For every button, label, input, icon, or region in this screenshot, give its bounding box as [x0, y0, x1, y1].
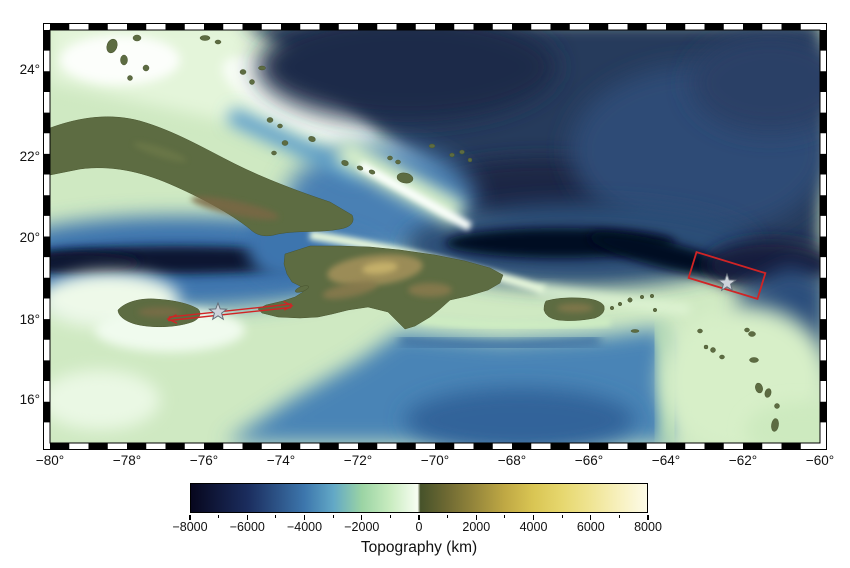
colorbar-tick-label: −4000: [286, 520, 323, 534]
colorbar-tick-label: 8000: [634, 520, 662, 534]
lon-tick-label: −72°: [343, 453, 373, 468]
lon-tick-label: −60°: [805, 453, 835, 468]
lat-tick-label: 18°: [19, 312, 40, 327]
colorbar-tick-label: 4000: [519, 520, 548, 534]
colorbar-minor-tick: [275, 515, 277, 518]
colorbar-tick: [475, 515, 477, 520]
colorbar-minor-tick: [332, 515, 334, 518]
map-canvas: [43, 23, 827, 450]
colorbar-minor-tick: [218, 515, 220, 518]
colorbar-tick: [189, 515, 191, 520]
colorbar-minor-tick: [504, 515, 506, 518]
colorbar-tick-label: 0: [415, 520, 423, 534]
arrowhead-west: [166, 314, 178, 324]
caribbean-basin: [225, 328, 677, 443]
colorbar-tick-label: 2000: [462, 520, 491, 534]
lon-tick-label: −76°: [189, 453, 219, 468]
lon-tick-label: −74°: [266, 453, 296, 468]
landmasses: [50, 34, 780, 432]
puerto-rico-trench: [405, 203, 820, 291]
land-gonave: [295, 285, 309, 293]
map-frame-inner: [49, 29, 821, 444]
lesser-antilles-group: [697, 327, 780, 432]
lon-tick-label: −70°: [420, 453, 450, 468]
arrowhead-east: [283, 301, 294, 311]
lon-tick-label: −80°: [35, 453, 65, 468]
bahamas-islets-group: [106, 34, 473, 184]
colorbar-tick: [590, 515, 592, 520]
lon-tick-label: −78°: [112, 453, 142, 468]
colorbar-tick-label: −2000: [344, 520, 380, 534]
map-frame-checker: [43, 23, 827, 450]
map-raster: [50, 30, 820, 443]
old-bahama-channel: [226, 107, 364, 183]
colorbar-tick: [532, 515, 535, 520]
land-hispaniola: [257, 245, 504, 330]
colorbar-minor-tick: [389, 515, 391, 518]
colorbar-tick: [361, 515, 363, 520]
slip-vector-arrows: [166, 301, 294, 324]
lat-tick-label: 22°: [19, 149, 40, 164]
lon-tick-label: −68°: [497, 453, 527, 468]
lon-tick-label: −62°: [728, 453, 758, 468]
lon-tick-label: −66°: [574, 453, 604, 468]
colorbar-tick: [418, 515, 420, 520]
lat-tick-label: 16°: [19, 392, 40, 407]
lon-tick-label: −64°: [651, 453, 681, 468]
colorbar-gradient: [190, 483, 648, 513]
colorbar-title: Topography (km): [360, 539, 478, 556]
colorbar-tick: [647, 515, 649, 520]
lat-tick-label: 24°: [19, 62, 40, 77]
virgin-islands-group: [609, 293, 658, 333]
colorbar-tick-label: 6000: [576, 520, 605, 534]
land-relief: [133, 142, 593, 317]
colorbar-minor-tick: [447, 515, 449, 518]
colorbar-tick: [303, 515, 306, 520]
colorbar-tick: [246, 515, 248, 520]
colorbar-tick-label: −6000: [229, 520, 265, 534]
land-cuba: [50, 116, 354, 237]
colorbar-tick-label: −8000: [172, 520, 208, 534]
colorbar-minor-tick: [618, 515, 620, 518]
colorbar-minor-tick: [561, 515, 563, 518]
lat-tick-label: 20°: [19, 230, 40, 245]
